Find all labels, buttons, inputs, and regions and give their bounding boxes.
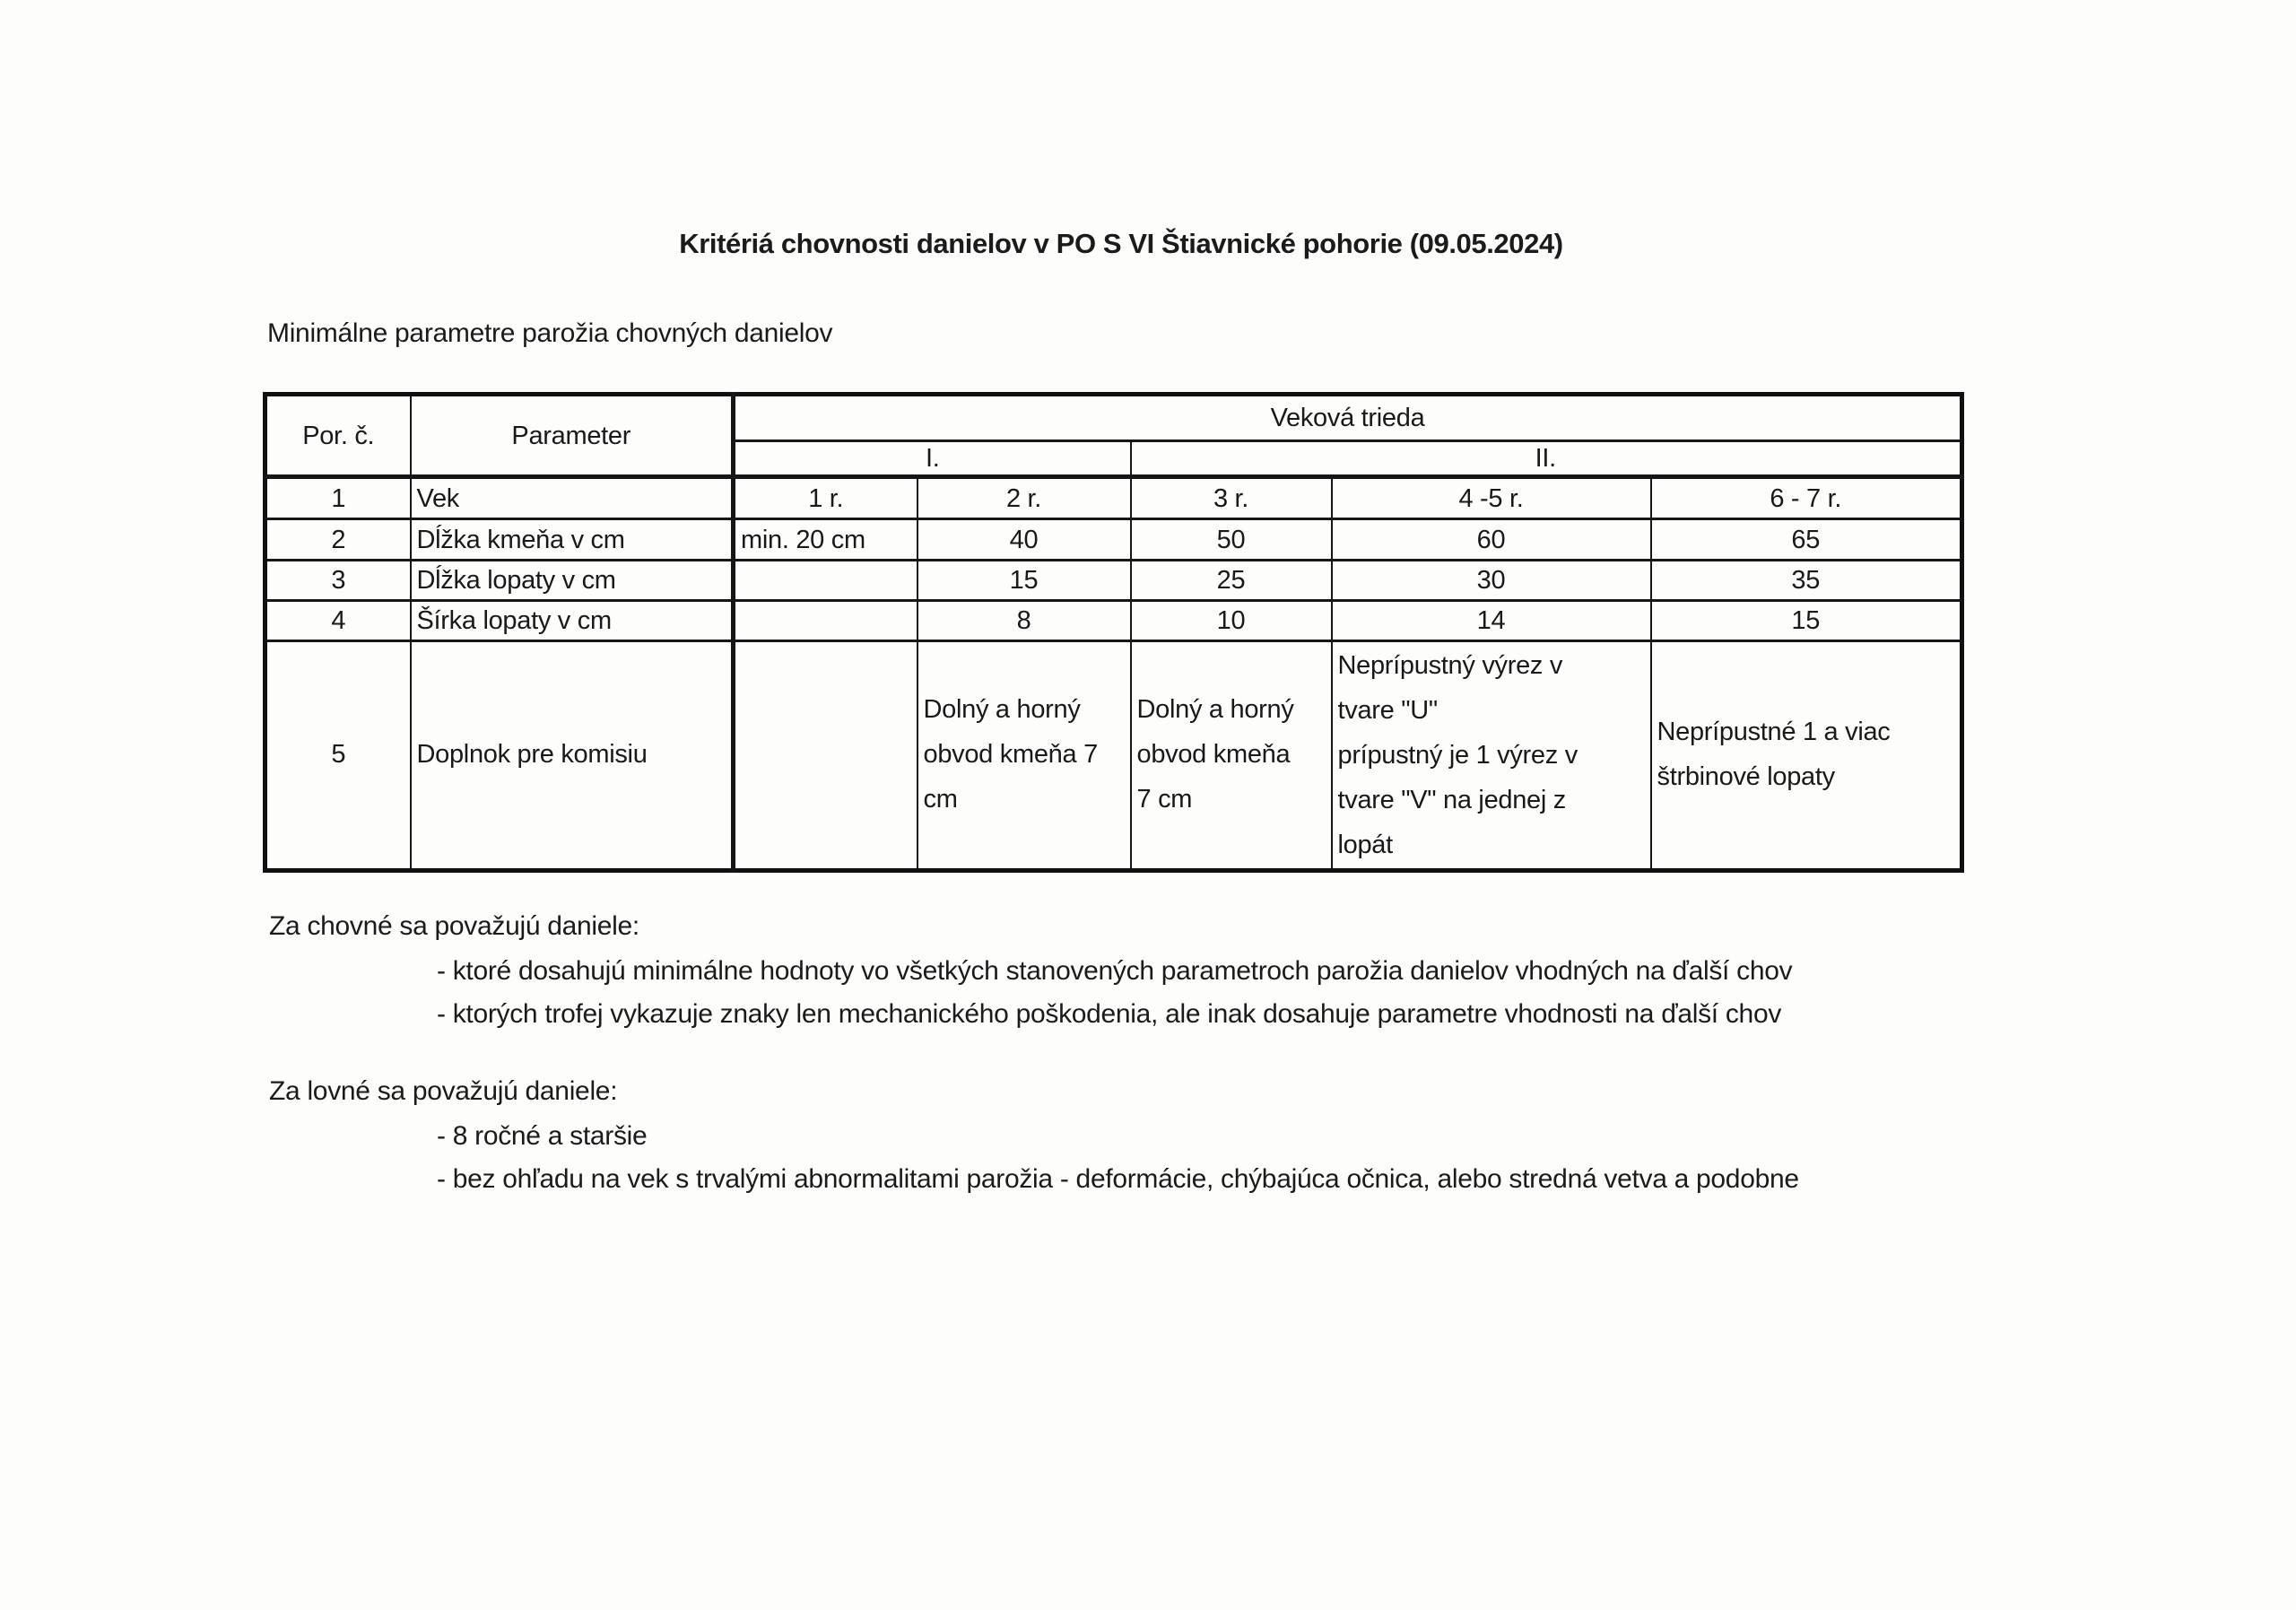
value-cell [732,559,918,603]
value-cell: Dolný a horný obvod kmeňa 7 cm [916,640,1132,872]
table-row: 3 Dĺžka lopaty v cm 15 25 30 35 [264,559,1963,603]
value-cell: 6 - 7 r. [1649,475,1963,521]
value-cell: 35 [1649,559,1963,603]
table-row: 5 Doplnok pre komisiu Dolný a horný obvo… [264,640,1963,872]
value-cell: Dolný a horný obvod kmeňa 7 cm [1129,640,1333,872]
value-cell: Neprípustný výrez v tvare "U" prípustný … [1330,640,1652,872]
value-cell [732,599,918,643]
header-cell-vekova-trieda: Veková trieda [732,393,1963,442]
value-cell: 3 r. [1129,475,1333,521]
value-cell: 10 [1129,599,1333,643]
subheader-cell-class-I: I. [732,439,1132,480]
value-cell: 14 [1330,599,1652,643]
value-cell: 40 [916,518,1132,562]
table-subheader-row: I. II. [265,439,1963,480]
value-cell: 1 r. [732,475,918,521]
value-cell: 30 [1330,559,1652,603]
document-subtitle: Minimálne parametre parožia chovných dan… [267,318,833,348]
row-number-cell: 1 [264,475,412,521]
value-cell: 65 [1649,518,1963,562]
parameter-cell: Vek [409,475,735,521]
value-cell: Neprípustné 1 a viac štrbinové lopaty [1649,640,1963,872]
value-cell: min. 20 cm [732,518,918,562]
section-lovne-heading: Za lovné sa považujú daniele: [269,1076,618,1106]
parameter-cell: Dĺžka lopaty v cm [409,559,735,603]
header-cell-parameter: Parameter [409,392,735,480]
breeding-criteria-table: Por. č. Parameter Veková trieda I. II. 1… [263,392,1964,873]
section-chovne-heading: Za chovné sa považujú daniele: [269,911,639,941]
row-number-cell: 2 [264,518,412,562]
value-cell: 4 -5 r. [1330,475,1652,521]
document-title: Kritériá chovnosti danielov v PO S VI Št… [679,228,1563,259]
row-number-cell: 3 [264,559,412,603]
table-header-row: Por. č. Parameter Veková trieda [264,392,1963,480]
section-chovne-bullet-1: - ktoré dosahujú minimálne hodnoty vo vš… [437,956,1793,986]
value-cell: 50 [1129,518,1333,562]
header-cell-por-c: Por. č. [264,392,412,480]
parameter-cell: Šírka lopaty v cm [409,599,735,643]
value-cell: 2 r. [916,475,1132,521]
row-number-cell: 5 [264,640,412,872]
value-cell [732,640,918,872]
table-row: 1 Vek 1 r. 2 r. 3 r. 4 -5 r. 6 - 7 r. [264,475,1963,521]
section-chovne-bullet-2: - ktorých trofej vykazuje znaky len mech… [437,999,1782,1029]
value-cell: 8 [916,599,1132,643]
section-lovne-bullet-2: - bez ohľadu na vek s trvalými abnormali… [437,1164,1799,1194]
parameter-cell: Doplnok pre komisiu [409,640,735,872]
value-cell: 60 [1330,518,1652,562]
section-lovne-bullet-1: - 8 ročné a staršie [437,1121,648,1151]
table-row: 4 Šírka lopaty v cm 8 10 14 15 [264,599,1963,643]
value-cell: 25 [1129,559,1333,603]
parameter-cell: Dĺžka kmeňa v cm [409,518,735,562]
row-number-cell: 4 [264,599,412,643]
subheader-cell-class-II: II. [1129,439,1963,480]
table-row: 2 Dĺžka kmeňa v cm min. 20 cm 40 50 60 6… [264,518,1963,562]
value-cell: 15 [1649,599,1963,643]
value-cell: 15 [916,559,1132,603]
